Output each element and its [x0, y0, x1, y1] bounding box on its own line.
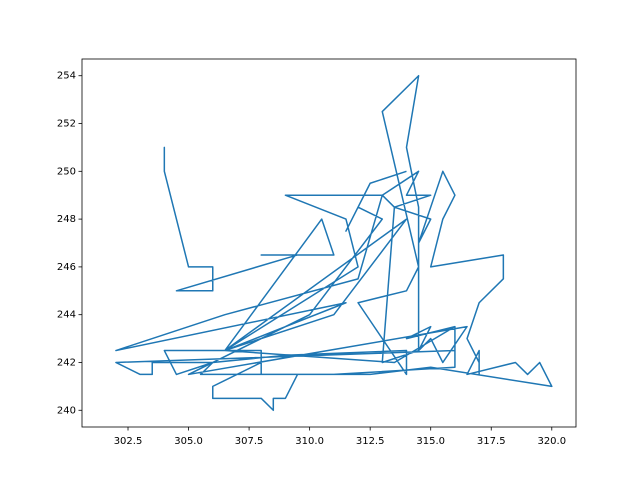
x-tick-label: 312.5	[356, 436, 385, 447]
y-tick-label: 254	[57, 71, 76, 82]
x-tick-label: 320.0	[537, 436, 566, 447]
x-tick-label: 307.5	[235, 436, 264, 447]
y-tick-label: 246	[57, 262, 76, 273]
y-tick-label: 242	[57, 357, 76, 368]
x-tick-label: 317.5	[477, 436, 506, 447]
plot-frame	[81, 58, 577, 428]
y-tick-label: 250	[57, 166, 76, 177]
x-tick-label: 310.0	[295, 436, 324, 447]
x-tick-label: 315.0	[416, 436, 445, 447]
y-tick-label: 252	[57, 119, 76, 130]
x-tick-label: 305.0	[174, 436, 203, 447]
data-line	[115, 74, 553, 412]
y-tick-label: 248	[57, 214, 76, 225]
x-tick-label: 302.5	[114, 436, 143, 447]
y-tick-label: 240	[57, 405, 76, 416]
y-tick-label: 244	[57, 310, 76, 321]
